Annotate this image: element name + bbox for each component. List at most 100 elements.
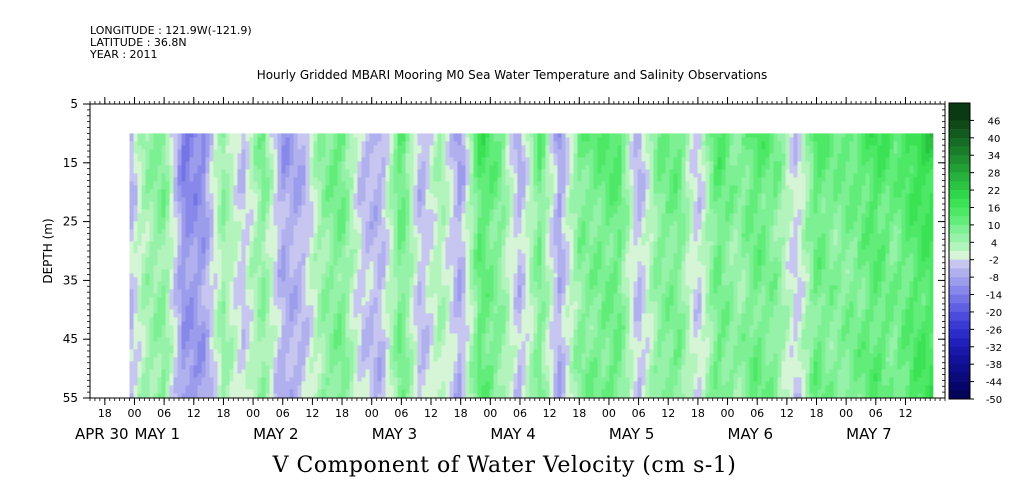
x-tick-label: 18 <box>335 407 349 420</box>
day-label: MAY 7 <box>846 425 892 443</box>
x-tick-label: 12 <box>187 407 201 420</box>
colorbar-bin <box>949 372 970 382</box>
colorbar-label: 34 <box>988 151 1001 162</box>
colorbar-bin <box>949 390 970 400</box>
colorbar-label: -20 <box>986 308 1002 319</box>
y-tick-label: 25 <box>63 215 78 229</box>
chart-caption: V Component of Water Velocity (cm s-1) <box>272 453 737 478</box>
colorbar-label: 28 <box>988 169 1001 180</box>
x-tick-label: 00 <box>602 407 616 420</box>
colorbar-label: -38 <box>986 360 1002 371</box>
y-tick-label: 55 <box>63 391 78 405</box>
colorbar-bin <box>949 216 970 226</box>
year-label: YEAR : 2011 <box>90 48 158 61</box>
chart-title: Hourly Gridded MBARI Mooring M0 Sea Wate… <box>256 68 768 82</box>
x-tick-label: 18 <box>98 407 112 420</box>
colorbar-label: 16 <box>988 203 1001 214</box>
colorbar-bin <box>949 338 970 348</box>
colorbar-bin <box>949 303 970 313</box>
day-label: MAY 2 <box>253 425 299 443</box>
latitude-label: LATITUDE : 36.8N <box>90 36 187 49</box>
colorbar-bin <box>949 346 970 356</box>
colorbar-label: 10 <box>988 221 1001 232</box>
colorbar-label: -8 <box>989 273 999 284</box>
colorbar-bin <box>949 320 970 330</box>
x-tick-label: 12 <box>898 407 912 420</box>
colorbar-bin <box>949 381 970 391</box>
colorbar-bin <box>949 181 970 191</box>
y-tick-label: 35 <box>63 273 78 287</box>
x-tick-label: 06 <box>513 407 527 420</box>
colorbar-bin <box>949 311 970 321</box>
colorbar-bin <box>949 242 970 252</box>
x-tick-label: 00 <box>246 407 260 420</box>
x-tick-label: 00 <box>839 407 853 420</box>
colorbar-frame <box>948 102 971 400</box>
colorbar-label: -2 <box>989 256 999 267</box>
colorbar-bin <box>949 277 970 287</box>
y-tick-label: 5 <box>70 97 78 111</box>
x-tick-label: 06 <box>157 407 171 420</box>
colorbar-bin <box>949 294 970 304</box>
x-tick-label: 12 <box>661 407 675 420</box>
colorbar-bin <box>949 329 970 339</box>
colorbar-label: 22 <box>988 186 1001 197</box>
x-tick-label: 06 <box>276 407 290 420</box>
colorbar-bin <box>949 198 970 208</box>
x-tick-label: 00 <box>365 407 379 420</box>
colorbar-bin <box>949 268 970 278</box>
colorbar-bin <box>949 233 970 243</box>
x-tick-label: 00 <box>127 407 141 420</box>
x-tick-label: 06 <box>869 407 883 420</box>
colorbar-bin <box>949 259 970 269</box>
colorbar-bin <box>949 129 970 139</box>
day-label: MAY 4 <box>490 425 536 443</box>
colorbar-bin <box>949 103 970 121</box>
colorbar-label: -44 <box>986 378 1002 389</box>
y-tick-label: 45 <box>63 332 78 346</box>
x-tick-label: 00 <box>483 407 497 420</box>
x-tick-label: 18 <box>691 407 705 420</box>
colorbar-bin <box>949 207 970 217</box>
colorbar-bin <box>949 285 970 295</box>
colorbar-label: -32 <box>986 343 1002 354</box>
colorbar-label: -50 <box>986 395 1002 406</box>
x-tick-label: 12 <box>424 407 438 420</box>
x-tick-label: 00 <box>721 407 735 420</box>
colorbar-bin <box>949 137 970 147</box>
colorbar-bin <box>949 172 970 182</box>
longitude-label: LONGITUDE : 121.9W(-121.9) <box>90 24 252 37</box>
day-label: MAY 1 <box>134 425 180 443</box>
heatmap-field <box>129 133 934 399</box>
x-tick-label: 06 <box>750 407 764 420</box>
colorbar-bin <box>949 190 970 200</box>
colorbar-label: -14 <box>986 291 1002 302</box>
colorbar-bin <box>949 355 970 365</box>
colorbar-bin <box>949 120 970 130</box>
x-tick-label: 18 <box>454 407 468 420</box>
colorbar-label: -26 <box>986 325 1002 336</box>
x-tick-label: 18 <box>810 407 824 420</box>
day-label: APR 30 <box>75 425 129 443</box>
day-label: MAY 6 <box>728 425 774 443</box>
y-tick-label: 15 <box>63 156 78 170</box>
x-tick-label: 18 <box>572 407 586 420</box>
colorbar-bin <box>949 364 970 374</box>
x-tick-label: 06 <box>394 407 408 420</box>
x-tick-label: 18 <box>216 407 230 420</box>
colorbar-bin <box>949 155 970 165</box>
colorbar-bin <box>949 146 970 156</box>
x-tick-label: 12 <box>543 407 557 420</box>
y-axis-label: DEPTH (m) <box>41 218 55 283</box>
x-tick-label: 12 <box>305 407 319 420</box>
day-label: MAY 3 <box>372 425 418 443</box>
colorbar-label: 40 <box>988 134 1001 145</box>
colorbar-label: 46 <box>988 116 1001 127</box>
x-tick-label: 06 <box>632 407 646 420</box>
colorbar-bin <box>949 251 970 261</box>
colorbar-bin <box>949 163 970 173</box>
colorbar-bin <box>949 224 970 234</box>
x-tick-label: 12 <box>780 407 794 420</box>
colorbar-label: 4 <box>991 238 997 249</box>
